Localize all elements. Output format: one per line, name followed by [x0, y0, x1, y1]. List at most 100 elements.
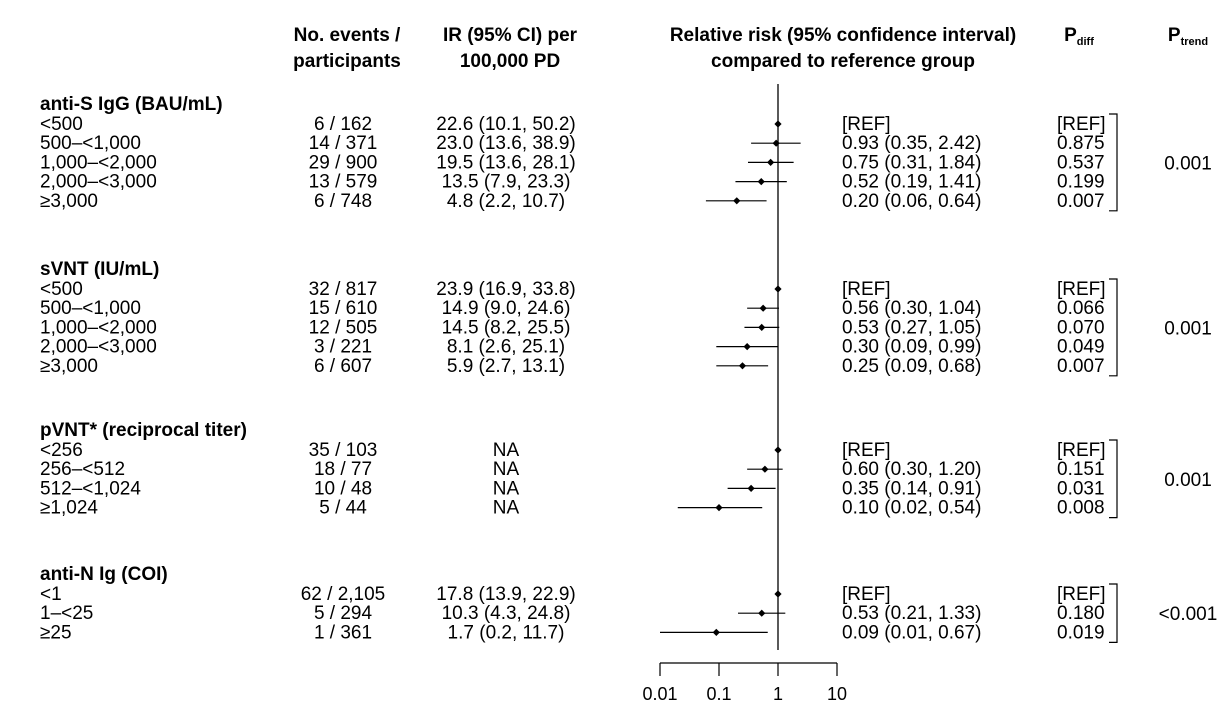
row-rr-text: 0.53 (0.27, 1.05) — [842, 317, 981, 338]
table-row: 500–<1,000 14 / 371 23.0 (13.6, 38.9) 0.93 … — [40, 133, 1105, 154]
row-category: 1,000–<2,000 — [40, 152, 157, 173]
group-p-trend: <0.001 — [1159, 604, 1218, 625]
table-row: ≥25 1 / 361 1.7 (0.2, 11.7) 0.09 (0.01, 0.6… — [40, 622, 1105, 643]
row-ir: NA — [493, 440, 520, 461]
table-row: 500–<1,000 15 / 610 14.9 (9.0, 24.6) 0.56 (… — [40, 298, 1105, 319]
p-bracket — [1109, 113, 1118, 212]
point-estimate — [757, 178, 765, 186]
row-events: 5 / 44 — [319, 498, 367, 519]
row-rr-text: [REF] — [842, 279, 891, 300]
row-events: 29 / 900 — [309, 152, 378, 173]
column-headers: No. events / participants IR (95% CI) pe… — [293, 25, 1208, 72]
table-row: 512–<1,024 10 / 48 NA 0.35 (0.14, 0.91) 0.03… — [40, 478, 1105, 499]
row-rr-text: [REF] — [842, 114, 891, 135]
row-ir: 10.3 (4.3, 24.8) — [442, 603, 571, 624]
group-p-trend: 0.001 — [1164, 318, 1212, 339]
row-events: 10 / 48 — [314, 478, 372, 499]
row-category: ≥3,000 — [40, 191, 98, 212]
point-estimate — [761, 465, 769, 473]
point-estimate — [743, 343, 751, 351]
row-p-diff: 0.007 — [1057, 356, 1105, 377]
header-pdiff-main: P — [1064, 25, 1077, 46]
row-p-diff: 0.537 — [1057, 152, 1105, 173]
row-ir: 22.6 (10.1, 50.2) — [436, 114, 575, 135]
header-rr-line1: Relative risk (95% confidence interval) — [670, 25, 1016, 46]
row-p-diff: [REF] — [1057, 440, 1106, 461]
row-ir: NA — [493, 459, 520, 480]
row-ir: NA — [493, 498, 520, 519]
point-estimate — [747, 484, 755, 492]
x-tick-label: 0.1 — [706, 684, 731, 704]
x-axis: 0.01 0.1 1 10 — [642, 662, 847, 704]
row-rr-text: 0.25 (0.09, 0.68) — [842, 356, 981, 377]
row-p-diff: [REF] — [1057, 279, 1106, 300]
point-estimate — [772, 139, 780, 147]
point-estimate — [715, 504, 723, 512]
p-bracket — [1109, 583, 1118, 644]
row-category: 1,000–<2,000 — [40, 317, 157, 338]
row-rr-text: 0.35 (0.14, 0.91) — [842, 478, 981, 499]
table-row: <500 32 / 817 23.9 (16.9, 33.8) [REF] [REF] — [40, 279, 1106, 300]
row-p-diff: 0.070 — [1057, 317, 1105, 338]
table-row: 2,000–<3,000 3 / 221 8.1 (2.6, 25.1) 0.30 (… — [40, 337, 1105, 358]
row-rr-text: 0.30 (0.09, 0.99) — [842, 337, 981, 358]
point-estimate — [774, 285, 782, 293]
row-ir: 13.5 (7.9, 23.3) — [442, 172, 571, 193]
row-p-diff: 0.180 — [1057, 603, 1105, 624]
x-tick-label: 10 — [827, 684, 847, 704]
row-category: 2,000–<3,000 — [40, 172, 157, 193]
row-p-diff: 0.008 — [1057, 498, 1105, 519]
header-ir-line1: IR (95% CI) per — [443, 25, 578, 46]
table-row: 256–<512 18 / 77 NA 0.60 (0.30, 1.20) 0.151 — [40, 459, 1105, 480]
row-events: 35 / 103 — [309, 440, 378, 461]
row-events: 6 / 607 — [314, 356, 372, 377]
row-category: <256 — [40, 440, 83, 461]
row-ir: 23.9 (16.9, 33.8) — [436, 279, 575, 300]
row-ir: 19.5 (13.6, 28.1) — [436, 152, 575, 173]
row-rr-text: 0.60 (0.30, 1.20) — [842, 459, 981, 480]
row-events: 13 / 579 — [309, 172, 378, 193]
table-row: 2,000–<3,000 13 / 579 13.5 (7.9, 23.3) 0.52… — [40, 172, 1105, 193]
header-events-line1: No. events / — [294, 25, 401, 46]
row-rr-text: 0.93 (0.35, 2.42) — [842, 133, 981, 154]
group-2: pVNT* (reciprocal titer)<256 35 / 103 NA [R… — [40, 420, 1212, 519]
header-ptrend: Ptrend — [1168, 25, 1208, 48]
row-p-diff: 0.031 — [1057, 478, 1105, 499]
row-rr-text: 0.20 (0.06, 0.64) — [842, 191, 981, 212]
row-p-diff: [REF] — [1057, 114, 1106, 135]
row-category: ≥3,000 — [40, 356, 98, 377]
table-row: 1,000–<2,000 29 / 900 19.5 (13.6, 28.1) 0.7… — [40, 152, 1105, 173]
row-category: <500 — [40, 279, 83, 300]
row-p-diff: 0.049 — [1057, 337, 1105, 358]
x-tick-label: 0.01 — [642, 684, 677, 704]
group-label: anti-S IgG (BAU/mL) — [40, 94, 223, 115]
row-rr-text: 0.10 (0.02, 0.54) — [842, 498, 981, 519]
row-p-diff: 0.007 — [1057, 191, 1105, 212]
row-events: 18 / 77 — [314, 459, 372, 480]
table-row: 1–<25 5 / 294 10.3 (4.3, 24.8) 0.53 (0.21, … — [40, 603, 1105, 624]
row-category: <500 — [40, 114, 83, 135]
table-row: <256 35 / 103 NA [REF] [REF] — [40, 440, 1106, 461]
row-ir: NA — [493, 478, 520, 499]
row-ir: 17.8 (13.9, 22.9) — [436, 584, 575, 605]
row-events: 5 / 294 — [314, 603, 373, 624]
table-row: <500 6 / 162 22.6 (10.1, 50.2) [REF] [REF] — [40, 114, 1106, 135]
point-estimate — [733, 197, 741, 205]
group-3: anti-N Ig (COI)<1 62 / 2,105 17.8 (13.9, 2… — [40, 564, 1217, 643]
point-estimate — [738, 362, 747, 370]
row-rr-text: 0.75 (0.31, 1.84) — [842, 152, 981, 173]
row-category: ≥25 — [40, 622, 72, 643]
row-events: 6 / 748 — [314, 191, 372, 212]
point-estimate — [758, 609, 766, 617]
header-events-line2: participants — [293, 51, 401, 72]
group-label: pVNT* (reciprocal titer) — [40, 420, 247, 441]
table-row: <1 62 / 2,105 17.8 (13.9, 22.9) [REF] [REF] — [40, 584, 1106, 605]
row-events: 32 / 817 — [309, 279, 378, 300]
row-ir: 5.9 (2.7, 13.1) — [447, 356, 565, 377]
header-ptrend-sub: trend — [1181, 36, 1209, 48]
point-estimate — [758, 323, 766, 331]
table-row: ≥1,024 5 / 44 NA 0.10 (0.02, 0.54) 0.008 — [40, 498, 1105, 519]
row-events: 15 / 610 — [309, 298, 378, 319]
row-category: 256–<512 — [40, 459, 125, 480]
table-rows: anti-S IgG (BAU/mL)<500 6 / 162 22.6 (10.1… — [40, 94, 1217, 643]
